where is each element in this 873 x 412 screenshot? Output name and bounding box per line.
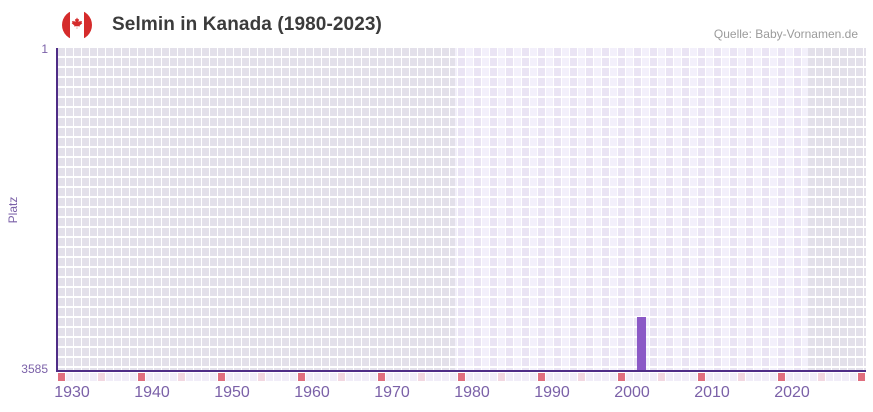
y-axis-title: Platz [6, 196, 20, 224]
y-tick-bottom: 3585 [21, 362, 48, 376]
x-axis-line [56, 370, 866, 372]
half-decade-marker [178, 373, 185, 381]
half-decade-marker [258, 373, 265, 381]
x-tick-1940: 1940 [134, 384, 170, 401]
decade-marker [298, 373, 305, 381]
x-tick-1960: 1960 [294, 384, 330, 401]
half-decade-marker [818, 373, 825, 381]
decade-marker [538, 373, 545, 381]
x-tick-1930: 1930 [54, 384, 90, 401]
decade-marker [458, 373, 465, 381]
x-tick-2000: 2000 [614, 384, 650, 401]
half-decade-marker [338, 373, 345, 381]
page-title: Selmin in Kanada (1980-2023) [112, 14, 382, 35]
half-decade-marker [98, 373, 105, 381]
year-marker-row [58, 373, 866, 381]
half-decade-marker [658, 373, 665, 381]
half-decade-marker [738, 373, 745, 381]
x-tick-2010: 2010 [694, 384, 730, 401]
plot-area[interactable] [58, 48, 866, 370]
canada-flag-icon [62, 10, 92, 40]
nodata-region-right [808, 48, 866, 370]
decade-marker [858, 373, 865, 381]
y-tick-top: 1 [41, 42, 48, 56]
decade-marker [138, 373, 145, 381]
decade-marker [698, 373, 705, 381]
y-axis-line [56, 48, 58, 372]
decade-marker [778, 373, 785, 381]
x-tick-1950: 1950 [214, 384, 250, 401]
x-tick-1990: 1990 [534, 384, 570, 401]
x-tick-1970: 1970 [374, 384, 410, 401]
decade-marker [378, 373, 385, 381]
decade-marker [58, 373, 65, 381]
decade-marker [218, 373, 225, 381]
rank-bar-2001[interactable] [637, 317, 646, 370]
decade-marker [618, 373, 625, 381]
x-tick-2020: 2020 [774, 384, 810, 401]
source-label: Quelle: Baby-Vornamen.de [713, 27, 858, 41]
x-tick-1980: 1980 [454, 384, 490, 401]
half-decade-marker [498, 373, 505, 381]
nodata-region-left [58, 48, 455, 370]
half-decade-marker [578, 373, 585, 381]
half-decade-marker [418, 373, 425, 381]
